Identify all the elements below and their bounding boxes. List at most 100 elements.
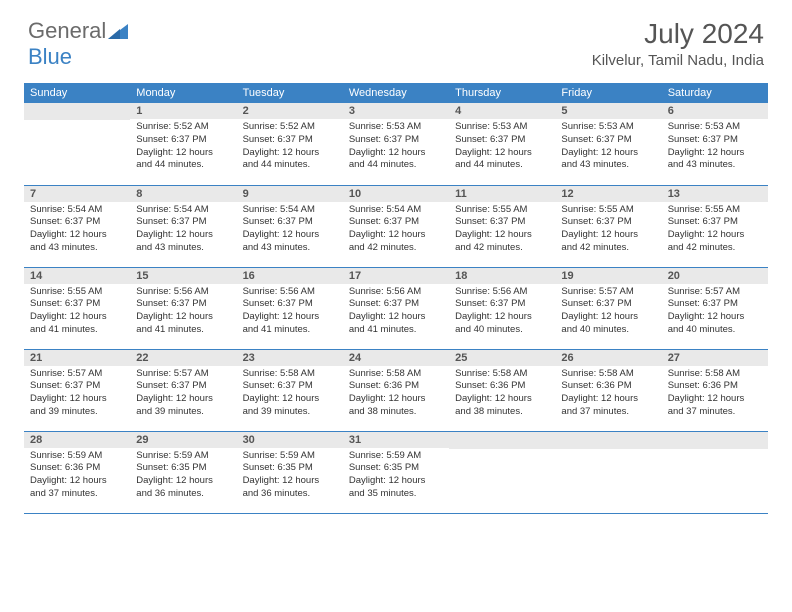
calendar-day-cell: 14Sunrise: 5:55 AMSunset: 6:37 PMDayligh… (24, 267, 130, 349)
day-number: 6 (662, 103, 768, 119)
day-header: Saturday (662, 83, 768, 103)
calendar-day-cell: 16Sunrise: 5:56 AMSunset: 6:37 PMDayligh… (237, 267, 343, 349)
day-number: 10 (343, 186, 449, 202)
day-number: 31 (343, 432, 449, 448)
calendar-day-cell: 3Sunrise: 5:53 AMSunset: 6:37 PMDaylight… (343, 103, 449, 185)
calendar-day-cell: 18Sunrise: 5:56 AMSunset: 6:37 PMDayligh… (449, 267, 555, 349)
day-details: Sunrise: 5:54 AMSunset: 6:37 PMDaylight:… (343, 202, 449, 259)
day-number: 9 (237, 186, 343, 202)
calendar-day-cell: 21Sunrise: 5:57 AMSunset: 6:37 PMDayligh… (24, 349, 130, 431)
day-details: Sunrise: 5:53 AMSunset: 6:37 PMDaylight:… (662, 119, 768, 176)
day-header: Tuesday (237, 83, 343, 103)
day-details: Sunrise: 5:58 AMSunset: 6:37 PMDaylight:… (237, 366, 343, 423)
day-number: 18 (449, 268, 555, 284)
day-details: Sunrise: 5:57 AMSunset: 6:37 PMDaylight:… (24, 366, 130, 423)
calendar-day-cell: 13Sunrise: 5:55 AMSunset: 6:37 PMDayligh… (662, 185, 768, 267)
calendar-day-cell: 19Sunrise: 5:57 AMSunset: 6:37 PMDayligh… (555, 267, 661, 349)
calendar-day-cell: 24Sunrise: 5:58 AMSunset: 6:36 PMDayligh… (343, 349, 449, 431)
calendar-week-row: 14Sunrise: 5:55 AMSunset: 6:37 PMDayligh… (24, 267, 768, 349)
header: General July 2024 Kilvelur, Tamil Nadu, … (0, 0, 792, 75)
calendar-day-cell: 22Sunrise: 5:57 AMSunset: 6:37 PMDayligh… (130, 349, 236, 431)
calendar-day-cell: 8Sunrise: 5:54 AMSunset: 6:37 PMDaylight… (130, 185, 236, 267)
day-header: Monday (130, 83, 236, 103)
day-details: Sunrise: 5:59 AMSunset: 6:36 PMDaylight:… (24, 448, 130, 505)
day-number: 11 (449, 186, 555, 202)
calendar-header-row: SundayMondayTuesdayWednesdayThursdayFrid… (24, 83, 768, 103)
day-details: Sunrise: 5:59 AMSunset: 6:35 PMDaylight:… (130, 448, 236, 505)
day-details: Sunrise: 5:53 AMSunset: 6:37 PMDaylight:… (343, 119, 449, 176)
day-details: Sunrise: 5:57 AMSunset: 6:37 PMDaylight:… (662, 284, 768, 341)
day-details: Sunrise: 5:54 AMSunset: 6:37 PMDaylight:… (237, 202, 343, 259)
logo: General (28, 18, 132, 44)
calendar-day-cell: 27Sunrise: 5:58 AMSunset: 6:36 PMDayligh… (662, 349, 768, 431)
calendar-day-cell: 23Sunrise: 5:58 AMSunset: 6:37 PMDayligh… (237, 349, 343, 431)
calendar-day-cell: 25Sunrise: 5:58 AMSunset: 6:36 PMDayligh… (449, 349, 555, 431)
calendar-day-cell (449, 431, 555, 513)
day-details: Sunrise: 5:55 AMSunset: 6:37 PMDaylight:… (449, 202, 555, 259)
day-number: 24 (343, 350, 449, 366)
calendar-day-cell: 2Sunrise: 5:52 AMSunset: 6:37 PMDaylight… (237, 103, 343, 185)
day-details: Sunrise: 5:56 AMSunset: 6:37 PMDaylight:… (237, 284, 343, 341)
day-details: Sunrise: 5:56 AMSunset: 6:37 PMDaylight:… (343, 284, 449, 341)
day-number: 29 (130, 432, 236, 448)
day-details: Sunrise: 5:56 AMSunset: 6:37 PMDaylight:… (449, 284, 555, 341)
calendar-day-cell (662, 431, 768, 513)
calendar-week-row: 7Sunrise: 5:54 AMSunset: 6:37 PMDaylight… (24, 185, 768, 267)
logo-sub: Blue (28, 44, 72, 70)
calendar-day-cell: 6Sunrise: 5:53 AMSunset: 6:37 PMDaylight… (662, 103, 768, 185)
calendar-day-cell (555, 431, 661, 513)
calendar-day-cell: 5Sunrise: 5:53 AMSunset: 6:37 PMDaylight… (555, 103, 661, 185)
day-details: Sunrise: 5:57 AMSunset: 6:37 PMDaylight:… (555, 284, 661, 341)
day-number: 20 (662, 268, 768, 284)
day-number (24, 103, 130, 120)
day-number: 25 (449, 350, 555, 366)
day-number: 13 (662, 186, 768, 202)
day-number: 1 (130, 103, 236, 119)
day-header: Sunday (24, 83, 130, 103)
calendar-table: SundayMondayTuesdayWednesdayThursdayFrid… (24, 83, 768, 514)
logo-text-blue: Blue (28, 44, 72, 69)
calendar-day-cell: 15Sunrise: 5:56 AMSunset: 6:37 PMDayligh… (130, 267, 236, 349)
logo-triangle-icon (108, 22, 130, 40)
calendar-day-cell: 10Sunrise: 5:54 AMSunset: 6:37 PMDayligh… (343, 185, 449, 267)
calendar-day-cell: 30Sunrise: 5:59 AMSunset: 6:35 PMDayligh… (237, 431, 343, 513)
calendar-day-cell: 28Sunrise: 5:59 AMSunset: 6:36 PMDayligh… (24, 431, 130, 513)
day-details: Sunrise: 5:58 AMSunset: 6:36 PMDaylight:… (449, 366, 555, 423)
day-number: 19 (555, 268, 661, 284)
day-number: 21 (24, 350, 130, 366)
day-number: 22 (130, 350, 236, 366)
day-number: 14 (24, 268, 130, 284)
day-number: 17 (343, 268, 449, 284)
day-details: Sunrise: 5:58 AMSunset: 6:36 PMDaylight:… (555, 366, 661, 423)
calendar-day-cell: 31Sunrise: 5:59 AMSunset: 6:35 PMDayligh… (343, 431, 449, 513)
calendar-day-cell (24, 103, 130, 185)
calendar-day-cell: 20Sunrise: 5:57 AMSunset: 6:37 PMDayligh… (662, 267, 768, 349)
month-title: July 2024 (592, 18, 764, 50)
day-header: Friday (555, 83, 661, 103)
calendar-day-cell: 26Sunrise: 5:58 AMSunset: 6:36 PMDayligh… (555, 349, 661, 431)
day-details: Sunrise: 5:55 AMSunset: 6:37 PMDaylight:… (555, 202, 661, 259)
calendar-week-row: 21Sunrise: 5:57 AMSunset: 6:37 PMDayligh… (24, 349, 768, 431)
day-details: Sunrise: 5:58 AMSunset: 6:36 PMDaylight:… (343, 366, 449, 423)
calendar-day-cell: 1Sunrise: 5:52 AMSunset: 6:37 PMDaylight… (130, 103, 236, 185)
day-number: 3 (343, 103, 449, 119)
day-number: 27 (662, 350, 768, 366)
title-block: July 2024 Kilvelur, Tamil Nadu, India (592, 18, 764, 69)
day-header: Thursday (449, 83, 555, 103)
calendar-day-cell: 29Sunrise: 5:59 AMSunset: 6:35 PMDayligh… (130, 431, 236, 513)
day-number: 26 (555, 350, 661, 366)
day-number: 2 (237, 103, 343, 119)
calendar-day-cell: 11Sunrise: 5:55 AMSunset: 6:37 PMDayligh… (449, 185, 555, 267)
day-details: Sunrise: 5:54 AMSunset: 6:37 PMDaylight:… (24, 202, 130, 259)
day-number: 12 (555, 186, 661, 202)
day-number: 23 (237, 350, 343, 366)
calendar-week-row: 28Sunrise: 5:59 AMSunset: 6:36 PMDayligh… (24, 431, 768, 513)
calendar-day-cell: 9Sunrise: 5:54 AMSunset: 6:37 PMDaylight… (237, 185, 343, 267)
day-details: Sunrise: 5:58 AMSunset: 6:36 PMDaylight:… (662, 366, 768, 423)
day-details: Sunrise: 5:52 AMSunset: 6:37 PMDaylight:… (237, 119, 343, 176)
day-number: 7 (24, 186, 130, 202)
day-details: Sunrise: 5:59 AMSunset: 6:35 PMDaylight:… (237, 448, 343, 505)
day-number: 4 (449, 103, 555, 119)
day-details: Sunrise: 5:57 AMSunset: 6:37 PMDaylight:… (130, 366, 236, 423)
calendar-day-cell: 4Sunrise: 5:53 AMSunset: 6:37 PMDaylight… (449, 103, 555, 185)
